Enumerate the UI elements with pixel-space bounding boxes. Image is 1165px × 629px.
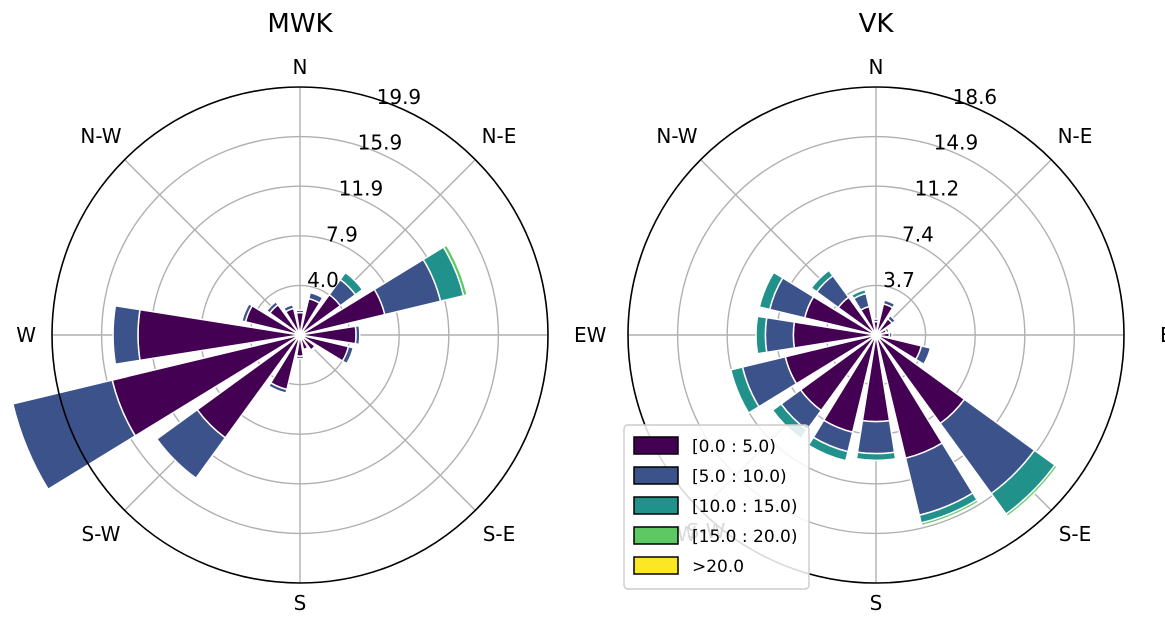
legend: [0.0 : 5.0) [5.0 : 10.0) [10.0 : 15.0) [15.… <box>623 424 810 590</box>
wedge-mwk-sector-10-bin-1 <box>155 408 227 480</box>
legend-label: [10.0 : 15.0) <box>692 497 798 517</box>
direction-label-w: W <box>16 323 36 347</box>
direction-label-s: S <box>870 591 883 615</box>
wedge-mwk-sector-12-bin-1 <box>295 355 305 360</box>
direction-label-n: N <box>869 55 884 79</box>
direction-label-n-e: N-E <box>482 124 517 148</box>
direction-label-e: E <box>1160 323 1165 347</box>
wedge-vk-sector-12-bin-1 <box>856 419 896 455</box>
wedge-vk-sector-14-bin-3 <box>1005 464 1059 518</box>
chart-title-mwk: MWK <box>267 9 333 39</box>
wedge-vk-sector-5-bin-2 <box>850 288 867 300</box>
wedge-mwk-sector-9-bin-1 <box>11 379 137 491</box>
outer-circle <box>51 86 549 584</box>
wedge-vk-sector-15-bin-1 <box>914 344 932 366</box>
direction-label-n: N <box>293 55 308 79</box>
wedge-vk-sector-6-bin-2 <box>810 269 834 293</box>
wedge-mwk-sector-4-bin-1 <box>295 309 305 314</box>
direction-label-s-e: S-E <box>1059 522 1092 546</box>
wedge-mwk-sector-8-bin-1 <box>112 304 141 366</box>
radial-tick-label: 14.9 <box>934 131 979 155</box>
chart-title-vk: VK <box>859 9 895 39</box>
radial-tick-label: 3.7 <box>883 268 915 292</box>
wedge-mwk-sector-6-bin-1 <box>265 300 280 315</box>
legend-swatch <box>633 466 679 485</box>
grid-spoke <box>875 159 1052 336</box>
wedge-mwk-sector-15-bin-1 <box>341 345 355 365</box>
legend-label: [0.0 : 5.0) <box>692 437 776 457</box>
wedge-mwk-sector-2-bin-2 <box>339 271 364 296</box>
wedge-mwk-sector-13-bin-1 <box>302 346 310 352</box>
windrose-vk: VK 3.77.411.214.918.6NN-EES-ESS-WN-WS-W <box>627 9 1165 615</box>
wedge-vk-sector-4-bin-1 <box>872 318 880 323</box>
radial-tick-label: 4.0 <box>307 268 339 292</box>
legend-label: [15.0 : 20.0) <box>692 527 798 547</box>
legend-label: [5.0 : 10.0) <box>692 467 787 487</box>
legend-swatch <box>633 556 679 575</box>
wedge-vk-sector-9-bin-2 <box>729 366 760 415</box>
legend-frame <box>623 424 810 590</box>
wedge-vk-sector-2-bin-1 <box>886 314 897 325</box>
wedge-mwk-sector-7-bin-1 <box>240 302 254 323</box>
radial-tick-label: 19.9 <box>377 85 422 109</box>
wedge-vk-sector-7-bin-2 <box>758 271 784 311</box>
legend-swatch <box>633 436 679 455</box>
radial-tick-label: 11.9 <box>339 177 384 201</box>
direction-label-s: S <box>294 591 307 615</box>
radial-tick-label: 11.2 <box>915 177 960 201</box>
radial-tick-label: 7.4 <box>902 222 934 246</box>
radial-tick-label: 15.9 <box>358 131 403 155</box>
radial-tick-label: 7.9 <box>326 222 358 246</box>
wedge-mwk-sector-5-bin-1 <box>282 303 295 313</box>
wedge-mwk-sector-1-bin-3 <box>442 244 469 297</box>
direction-label-ew: EW <box>574 323 607 347</box>
direction-label-s-w: S-W <box>82 522 121 546</box>
direction-label-n-w: N-W <box>656 124 697 148</box>
legend-swatch <box>633 526 679 545</box>
grid-spoke <box>299 334 476 511</box>
direction-label-n-w: N-W <box>80 124 121 148</box>
wedge-vk-sector-1-bin-1 <box>884 327 890 334</box>
windrose-mwk: MWK 4.0 7.9 11.9 15.9 19.9 N N-E EW S-E S S-W W N-W <box>11 9 607 615</box>
wedge-vk-sector-0-bin-1 <box>888 331 893 339</box>
direction-label-n-e: N-E <box>1058 124 1093 148</box>
legend-swatch <box>633 496 679 515</box>
wedge-vk-sector-8-bin-2 <box>755 315 768 355</box>
wedge-vk-sector-8-bin-1 <box>764 316 796 354</box>
outer-circle <box>627 86 1125 584</box>
direction-label-s-e: S-E <box>483 522 516 546</box>
wedge-vk-sector-13-bin-3 <box>920 498 980 527</box>
legend-label: >20.0 <box>692 557 744 577</box>
wedge-vk-sector-12-bin-2 <box>855 451 897 462</box>
wedge-mwk-sector-0-bin-1 <box>354 324 361 346</box>
wedge-mwk-sector-11-bin-1 <box>267 381 288 395</box>
wedge-vk-sector-3-bin-1 <box>882 299 896 309</box>
wedge-mwk-sector-14-bin-1 <box>309 344 318 353</box>
radial-tick-label: 18.6 <box>953 85 998 109</box>
wedge-vk-sector-11-bin-2 <box>807 436 849 462</box>
wedge-mwk-sector-3-bin-1 <box>307 291 324 305</box>
